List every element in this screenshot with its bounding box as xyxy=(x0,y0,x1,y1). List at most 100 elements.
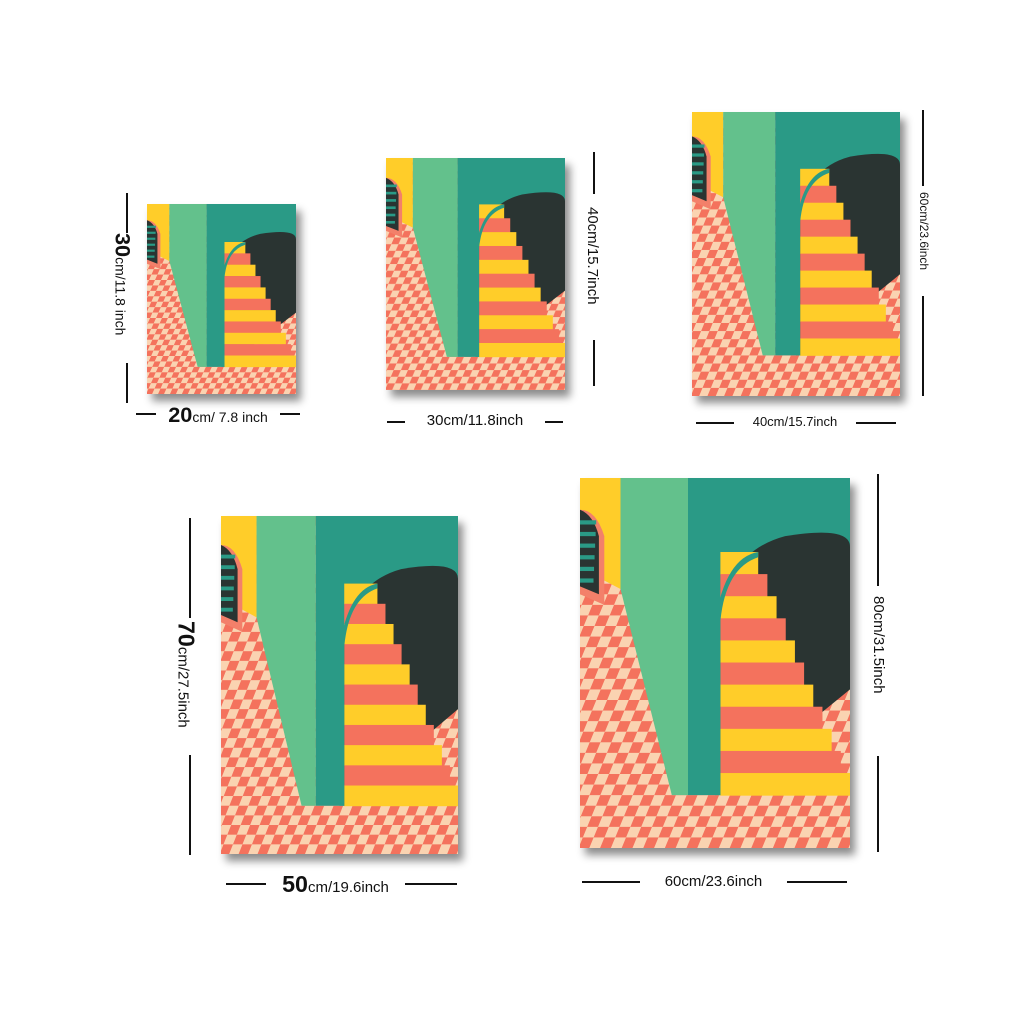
width-text: 60cm/23.6inch xyxy=(664,873,763,890)
width-line xyxy=(226,883,266,885)
poster-artwork xyxy=(147,204,296,394)
left-doorway xyxy=(386,177,399,231)
arch-stair-step xyxy=(800,236,858,255)
mint-pillar xyxy=(256,516,316,806)
left-stair-step xyxy=(221,575,235,580)
arch-stair-step xyxy=(344,623,394,645)
poster-artwork xyxy=(580,478,850,848)
height-line xyxy=(877,474,879,586)
width-line xyxy=(787,881,847,883)
height-text: 60cm/23.6inch xyxy=(917,192,931,271)
left-doorway xyxy=(147,220,158,264)
height-label-30x40: 40cm/15.7inch xyxy=(584,207,601,305)
left-stair-step xyxy=(147,237,156,240)
left-stair-step xyxy=(386,184,397,188)
arch-stair-step xyxy=(800,185,837,204)
arch-stair-step xyxy=(720,596,777,619)
arch-stair-step xyxy=(344,745,442,766)
arch-stair-step xyxy=(720,640,795,664)
arch-stair-step xyxy=(479,329,559,344)
poster-40x60 xyxy=(692,112,900,396)
left-stair-step xyxy=(386,206,396,210)
width-line xyxy=(387,421,405,423)
arch-stair-step xyxy=(224,253,251,265)
width-label-30x40: 30cm/11.8inch xyxy=(405,413,545,428)
arch-stair-step xyxy=(720,662,805,686)
left-stair-step xyxy=(147,231,156,234)
height-label-50x70: 70cm/27.5inch xyxy=(173,621,200,728)
arch-stair-step xyxy=(224,276,261,288)
left-stair-step xyxy=(221,586,234,591)
arch-rim xyxy=(796,168,830,356)
width-unit: cm/19.6inch xyxy=(308,879,389,896)
arch-stair-step xyxy=(479,259,529,275)
arch-stair-step xyxy=(224,298,271,311)
arch-stair-step xyxy=(224,355,296,368)
arch-stair-step xyxy=(479,315,553,330)
arch-stair-step xyxy=(344,664,410,686)
left-stair-step xyxy=(221,554,236,559)
height-number: 70 xyxy=(173,621,200,647)
left-stair-step xyxy=(580,543,596,548)
arch-stair-step xyxy=(479,301,547,316)
arch-stair-step xyxy=(224,264,256,277)
arch-stair-step xyxy=(800,287,879,305)
poster-artwork xyxy=(221,516,458,854)
width-line xyxy=(405,883,457,885)
poster-60x80 xyxy=(580,478,850,848)
left-stair-step xyxy=(580,555,595,560)
arch-rim xyxy=(715,552,759,796)
height-label-60x80: 80cm/31.5inch xyxy=(870,596,887,694)
arch-stair-step xyxy=(720,750,841,774)
height-line xyxy=(126,363,128,403)
left-stair-step xyxy=(147,249,155,252)
height-number: 30 xyxy=(110,233,136,258)
arch-stair-step xyxy=(800,304,886,322)
left-stair-step xyxy=(692,189,703,193)
height-line xyxy=(922,296,924,396)
arch-stair-step xyxy=(720,706,823,730)
arch-stair-step xyxy=(344,785,458,807)
width-unit: cm/ 7.8 inch xyxy=(192,409,268,425)
poster-50x70 xyxy=(221,516,458,854)
left-stair-step xyxy=(147,255,155,258)
left-stair-step xyxy=(386,199,397,202)
arch-stair-step xyxy=(344,765,450,787)
arch-stair-step xyxy=(479,218,511,233)
arch-stair-step xyxy=(224,310,276,322)
width-line xyxy=(856,422,896,424)
width-text: 30cm/11.8inch xyxy=(426,412,524,429)
arch-stair-step xyxy=(479,273,535,288)
mint-pillar xyxy=(620,478,688,796)
arch-stair-step xyxy=(224,321,281,334)
poster-20x30 xyxy=(147,204,296,394)
left-stair-step xyxy=(692,162,704,166)
height-line xyxy=(593,340,595,386)
left-stair-step xyxy=(580,520,597,525)
height-label-20x30: 30cm/11.8 inch xyxy=(110,233,136,336)
height-unit: cm/27.5inch xyxy=(174,646,192,728)
arch-stair-step xyxy=(224,344,291,356)
left-stair-step xyxy=(147,225,156,228)
arch-stair-step xyxy=(720,773,850,796)
left-stair-step xyxy=(221,607,233,612)
left-doorway xyxy=(580,509,599,595)
height-unit: cm/11.8 inch xyxy=(112,257,129,336)
arch-stair-step xyxy=(479,245,523,261)
arch-stair-step xyxy=(800,338,900,356)
left-stair-step xyxy=(221,597,234,601)
arch-stair-step xyxy=(479,232,517,247)
arch-stair-step xyxy=(720,618,786,641)
left-stair-step xyxy=(386,220,395,224)
width-line xyxy=(582,881,640,883)
height-line xyxy=(189,518,191,618)
arch-stair-step xyxy=(344,724,434,746)
arch-stair-step xyxy=(479,342,565,358)
height-text: 80cm/31.5inch xyxy=(870,596,887,694)
height-line xyxy=(593,152,595,194)
poster-artwork xyxy=(692,112,900,396)
width-label-50x70: 50cm/19.6inch xyxy=(266,872,405,896)
mint-pillar xyxy=(723,112,776,356)
width-label-40x60: 40cm/15.7inch xyxy=(734,415,856,428)
width-line xyxy=(280,413,300,415)
